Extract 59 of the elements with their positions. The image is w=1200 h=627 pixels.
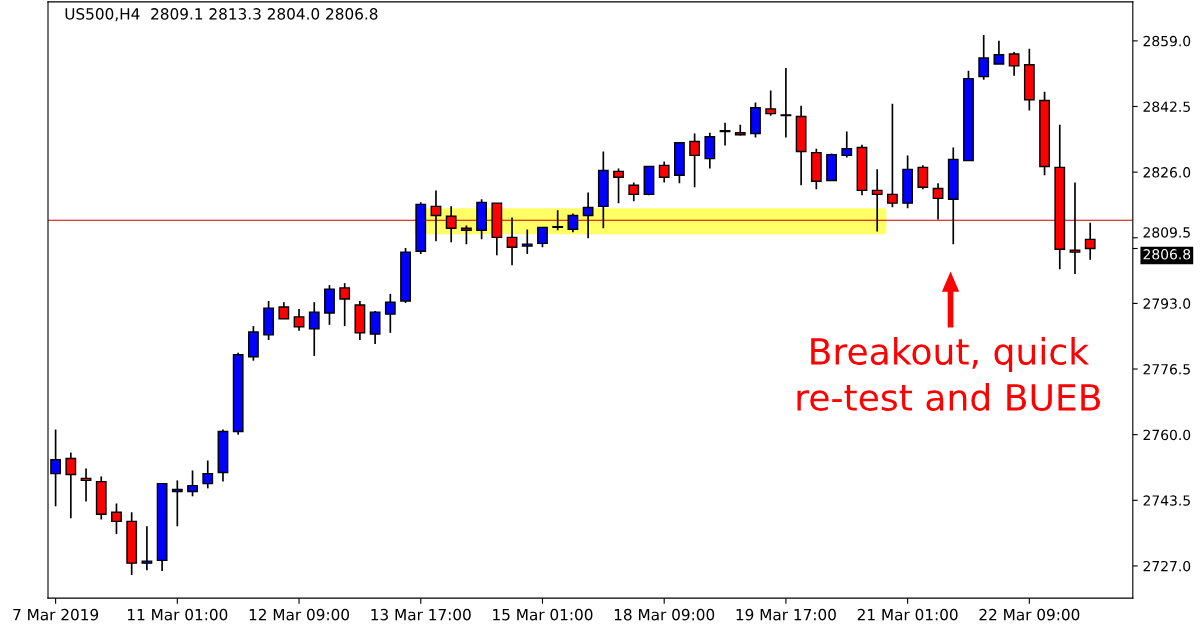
x-tick-label: 15 Mar 01:00 (493, 608, 593, 621)
candlestick (932, 182, 944, 221)
candlestick (917, 164, 929, 191)
y-tick-label: 2760.0 (1143, 429, 1191, 441)
candlestick (841, 130, 853, 159)
candlestick (369, 310, 381, 345)
y-tick-label: 2809.5 (1143, 227, 1190, 238)
y-tick-label: 2842.5 (1143, 101, 1190, 112)
y-tick-label: 2727.0 (1143, 560, 1191, 572)
y-tick-label: 2793.0 (1143, 298, 1191, 309)
candlestick (689, 132, 701, 189)
candlestick (552, 209, 564, 232)
candlestick (704, 131, 716, 170)
candlestick (719, 121, 731, 147)
candlestick (324, 284, 335, 326)
candlestick (293, 308, 305, 332)
candlestick (384, 293, 396, 334)
candlestick (65, 451, 77, 520)
x-tick-label: 22 Mar 09:00 (979, 608, 1080, 621)
y-tick-label: 2826.0 (1143, 167, 1191, 178)
candlestick (993, 40, 1005, 65)
candlestick (567, 212, 579, 234)
candlestick (187, 469, 198, 498)
candlestick (613, 167, 624, 204)
candlestick (506, 216, 518, 267)
x-tick-label: 11 Mar 01:00 (128, 608, 228, 621)
candlestick (171, 479, 183, 527)
candlestick (521, 228, 533, 255)
candlestick (202, 459, 214, 490)
candlestick (978, 34, 990, 81)
candlestick (871, 168, 883, 233)
candlestick (445, 205, 457, 243)
candlestick (628, 181, 640, 203)
candlestick (308, 301, 320, 357)
x-tick-label: 19 Mar 17:00 (736, 608, 836, 621)
candlestick (1008, 51, 1020, 77)
annotation: Breakout, quick re-test and BUEB (797, 337, 1100, 411)
candlestick (886, 102, 898, 208)
x-tick-label: 13 Mar 17:00 (371, 608, 471, 621)
y-tick-label: 2743.5 (1143, 495, 1190, 506)
candlestick (111, 502, 122, 535)
candlestick (780, 67, 792, 139)
candlestick (1084, 221, 1096, 261)
y-tick-label: 2859.0 (1143, 35, 1191, 47)
candlestick (582, 191, 594, 239)
candlestick (537, 226, 548, 249)
x-tick-label: 18 Mar 09:00 (614, 608, 715, 621)
candlestick (1069, 181, 1081, 275)
candlestick (141, 525, 153, 572)
candlestick (460, 224, 472, 245)
y-tick-label: 2776.5 (1143, 364, 1190, 375)
candlestick (765, 89, 777, 117)
y-tick-label: 2806.8 (1143, 249, 1191, 260)
candlestick (339, 282, 351, 327)
x-tick-label: 12 Mar 09:00 (249, 608, 350, 621)
chart-title: US500,H4 2809.1 2813.3 2804.0 2806.8 (65, 8, 378, 22)
x-tick-label: 21 Mar 01:00 (857, 608, 958, 621)
candlestick (658, 160, 670, 184)
x-tick-label: 7 Mar 2019 (13, 608, 99, 621)
